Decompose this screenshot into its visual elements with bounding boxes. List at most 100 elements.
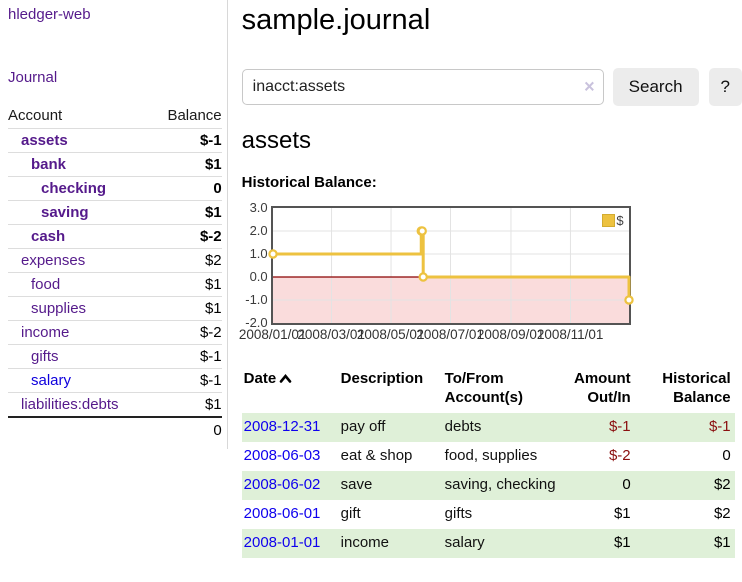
transaction-amount: $1: [613, 534, 631, 551]
account-row: supplies $1: [8, 296, 222, 321]
x-axis-tick: 2008/01/01: [238, 327, 307, 342]
accounts-header-account: Account: [8, 107, 63, 124]
register-header-description: Description: [340, 370, 424, 387]
legend-swatch-icon: [602, 214, 616, 227]
register-row[interactable]: 2008-12-31 pay off debts $-1 $-1: [241, 413, 735, 442]
transaction-amount: 0: [622, 476, 631, 493]
account-row: income $-2: [8, 320, 222, 345]
transaction-accounts: food, supplies: [444, 447, 538, 464]
account-balance: $1: [151, 296, 222, 321]
register-header-balance: Historical Balance: [662, 370, 731, 406]
account-link[interactable]: salary: [31, 372, 72, 389]
account-link[interactable]: gifts: [31, 348, 59, 365]
legend-label: $: [616, 213, 624, 228]
transaction-balance: 0: [722, 447, 731, 464]
register-header-accounts: To/From Account(s): [444, 370, 523, 406]
brand-link[interactable]: hledger-web: [8, 6, 91, 23]
register-table: Date Description To/From Account(s) Amou…: [241, 367, 735, 558]
account-link[interactable]: income: [21, 324, 70, 341]
account-balance: $-1: [151, 368, 222, 393]
accounts-total: 0: [151, 416, 222, 443]
chart-canvas: [267, 208, 634, 323]
register-header-row: Date Description To/From Account(s) Amou…: [242, 367, 735, 413]
account-balance: $1: [151, 200, 222, 225]
account-row: liabilities:debts $1: [8, 392, 222, 417]
account-link[interactable]: bank: [31, 156, 67, 173]
transaction-balance: $2: [713, 476, 731, 493]
account-link[interactable]: expenses: [21, 252, 86, 269]
accounts-table: Account Balance assets $-1 bank $1 checking 0…: [8, 104, 222, 443]
transaction-balance: $1: [713, 534, 731, 551]
transaction-date-link[interactable]: 2008-06-02: [243, 476, 321, 493]
transaction-balance: $-1: [708, 418, 731, 435]
y-axis-tick: 0.0: [249, 269, 268, 284]
clear-search-icon[interactable]: ×: [584, 76, 595, 97]
register-row[interactable]: 2008-06-02 save saving, checking 0 $2: [241, 471, 735, 500]
register-row[interactable]: 2008-06-03 eat & shop food, supplies $-2 0: [242, 442, 735, 471]
account-balance: $-2: [151, 320, 222, 345]
y-axis-tick: 2.0: [249, 223, 268, 238]
account-heading: assets: [241, 127, 312, 154]
register-row[interactable]: 2008-06-01 gift gifts $1 $2: [242, 500, 735, 529]
account-balance: $2: [151, 248, 222, 273]
balance-chart: $ 3.0 2.0 1.0 0.0 -1.0 -2.0 2008/01/01 2008/03/…: [238, 201, 742, 346]
page-title: sample.journal: [241, 4, 431, 36]
account-row: saving $1: [8, 200, 222, 225]
search-box: ×: [241, 69, 604, 105]
transaction-accounts: gifts: [444, 505, 473, 522]
accounts-total-row: 0: [8, 416, 222, 443]
transaction-description: pay off: [340, 418, 386, 435]
x-axis-tick: 2008/03/01: [297, 327, 365, 342]
account-link[interactable]: checking: [41, 180, 107, 197]
sidebar: hledger-web Journal Account Balance asse…: [0, 0, 228, 449]
account-link[interactable]: saving: [41, 204, 89, 221]
account-link[interactable]: supplies: [31, 300, 87, 317]
y-axis-tick: 1.0: [249, 246, 268, 261]
register-header-date[interactable]: Date: [242, 367, 339, 413]
transaction-date-link[interactable]: 2008-06-01: [243, 505, 321, 522]
transaction-date-link[interactable]: 2008-01-01: [243, 534, 321, 551]
account-link[interactable]: assets: [21, 132, 68, 149]
transaction-amount: $1: [613, 505, 631, 522]
accounts-header-balance: Balance: [167, 107, 222, 124]
chart-plot-area: $: [267, 206, 634, 325]
search-button[interactable]: Search: [612, 68, 699, 106]
nav-journal-link[interactable]: Journal: [8, 69, 58, 86]
app-layout: hledger-web Journal Account Balance asse…: [0, 0, 742, 558]
account-row: food $1: [8, 272, 222, 297]
account-row: checking 0: [8, 176, 222, 201]
transaction-description: gift: [340, 505, 361, 522]
search-input[interactable]: [241, 69, 604, 105]
help-button[interactable]: ?: [708, 68, 742, 106]
account-balance: $-1: [151, 128, 222, 153]
account-link[interactable]: liabilities:debts: [21, 396, 119, 413]
account-link[interactable]: food: [31, 276, 61, 293]
transaction-description: save: [340, 476, 373, 493]
transaction-date-link[interactable]: 2008-12-31: [243, 418, 321, 435]
account-balance: $1: [151, 272, 222, 297]
account-balance: $-2: [151, 224, 222, 249]
x-axis-tick: 2008/09/01: [476, 327, 545, 342]
account-row: gifts $-1: [8, 344, 222, 369]
account-link[interactable]: cash: [31, 228, 66, 245]
account-balance: 0: [151, 176, 222, 201]
transaction-accounts: debts: [444, 418, 482, 435]
account-balance: $1: [151, 152, 222, 177]
register-row[interactable]: 2008-01-01 income salary $1 $1: [241, 529, 735, 558]
x-axis-tick: 2008/11/01: [536, 327, 604, 342]
account-row: salary $-1: [8, 368, 222, 393]
account-row: bank $1: [8, 152, 222, 177]
account-balance: $-1: [151, 344, 222, 369]
account-row: expenses $2: [8, 248, 222, 273]
y-axis-tick: 3.0: [249, 200, 268, 215]
search-form: × Search ?: [241, 68, 742, 106]
x-axis-tick: 2008/07/01: [416, 327, 484, 342]
y-axis-tick: -2.0: [245, 315, 268, 330]
register-header-amount: Amount Out/In: [574, 370, 631, 406]
transaction-description: eat & shop: [340, 447, 413, 464]
transaction-accounts: salary: [444, 534, 485, 551]
x-axis-tick: 2008/05/01: [356, 327, 425, 342]
account-balance: $1: [151, 392, 222, 417]
transaction-date-link[interactable]: 2008-06-03: [243, 447, 321, 464]
y-axis-tick: -1.0: [245, 292, 268, 307]
